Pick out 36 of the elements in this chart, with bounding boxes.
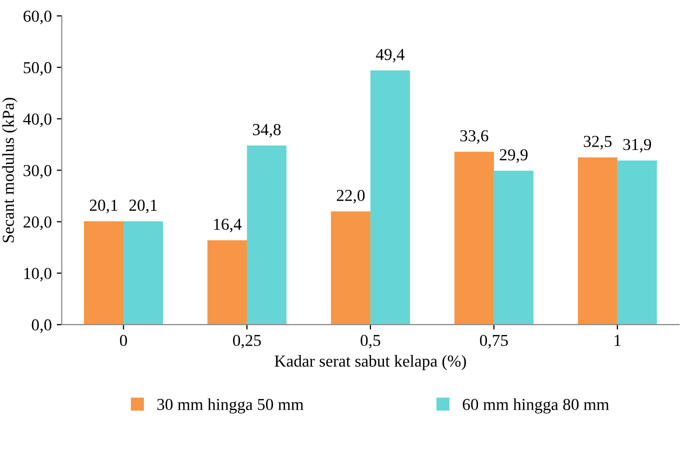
bar	[578, 157, 618, 325]
bar	[123, 221, 163, 325]
bar	[84, 221, 124, 325]
x-tick-label: 1	[614, 334, 621, 346]
data-label: 29,9	[500, 149, 528, 163]
y-tick-label: 10,0	[24, 268, 52, 282]
bar	[330, 211, 370, 325]
data-label: 33,6	[460, 130, 488, 144]
bar	[207, 240, 247, 325]
x-tick-label: 0,5	[360, 334, 380, 348]
y-tick-label: 20,0	[24, 216, 52, 230]
bar	[370, 70, 410, 325]
y-axis-title: Secant modulus (kPa)	[2, 98, 18, 242]
x-tick-label: 0,25	[233, 334, 261, 348]
bar	[494, 170, 534, 325]
x-tick-label: 0,75	[480, 334, 508, 348]
data-label: 32,5	[584, 136, 612, 150]
data-label: 20,1	[129, 200, 157, 214]
y-tick-label: 30,0	[24, 164, 52, 179]
data-label: 31,9	[623, 138, 652, 153]
y-tick-label: 50,0	[24, 62, 52, 76]
data-label: 22,0	[336, 190, 365, 204]
y-tick-label: 40,0	[23, 113, 52, 128]
data-label: 49,4	[376, 48, 405, 62]
y-tick-label: 60,0	[24, 10, 52, 24]
x-tick-label: 0	[120, 334, 128, 346]
legend-label: 30 mm hingga 50 mm	[157, 398, 304, 414]
bar	[246, 146, 286, 325]
data-label: 16,4	[214, 218, 242, 232]
data-label: 20,1	[90, 200, 118, 214]
bar	[454, 152, 494, 325]
legend-label: 60 mm hingga 80 mm	[462, 398, 610, 414]
y-tick-label: 0,0	[32, 319, 52, 333]
data-label: 34,8	[252, 124, 281, 138]
x-axis-title: Kadar serat sabut kelapa (%)	[274, 355, 466, 370]
bar	[617, 160, 657, 325]
